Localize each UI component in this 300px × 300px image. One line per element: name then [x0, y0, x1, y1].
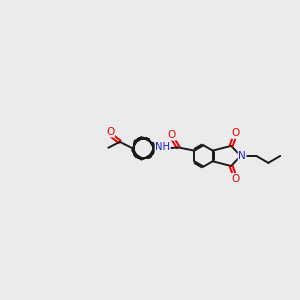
Text: O: O [232, 128, 240, 138]
Text: N: N [238, 151, 246, 161]
Text: O: O [232, 173, 240, 184]
Text: O: O [168, 130, 176, 140]
Text: NH: NH [155, 142, 170, 152]
Text: O: O [106, 127, 114, 137]
